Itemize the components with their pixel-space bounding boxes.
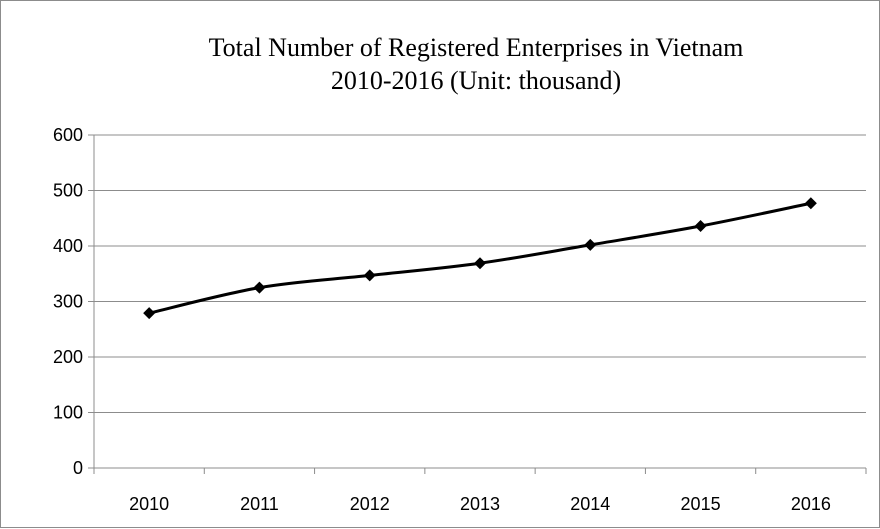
x-tick-label-2016: 2016 — [791, 494, 831, 514]
data-point-2014 — [584, 238, 597, 251]
y-tick-label-100: 100 — [53, 403, 83, 423]
y-tick-label-0: 0 — [73, 458, 83, 478]
chart-title-line-2: 2010-2016 (Unit: thousand) — [331, 66, 621, 95]
y-tick-label-500: 500 — [53, 181, 83, 201]
x-tick-label-2015: 2015 — [681, 494, 721, 514]
x-tick-label-2010: 2010 — [129, 494, 169, 514]
x-tick-label-2012: 2012 — [350, 494, 390, 514]
series-layer — [143, 197, 817, 320]
y-tick-label-200: 200 — [53, 347, 83, 367]
data-point-2012 — [363, 269, 376, 282]
gridlines — [94, 134, 866, 413]
x-tick-label-2014: 2014 — [570, 494, 610, 514]
data-point-2016 — [804, 197, 817, 210]
data-point-2015 — [694, 220, 707, 233]
x-tick-labels: 2010 2011 2012 2013 2014 2015 2016 — [129, 494, 831, 514]
y-tick-label-400: 400 — [53, 236, 83, 256]
x-tick-label-2013: 2013 — [460, 494, 500, 514]
data-point-2010 — [143, 307, 156, 320]
y-tick-label-300: 300 — [53, 292, 83, 312]
data-point-2013 — [474, 257, 486, 270]
y-tick-labels: 0 100 200 300 400 500 600 — [53, 125, 83, 478]
data-point-2011 — [253, 281, 266, 294]
y-tick-label-600: 600 — [53, 125, 83, 145]
x-tick-label-2011: 2011 — [240, 494, 279, 514]
chart-title-line-1: Total Number of Registered Enterprises i… — [209, 33, 744, 62]
axes — [88, 134, 867, 474]
